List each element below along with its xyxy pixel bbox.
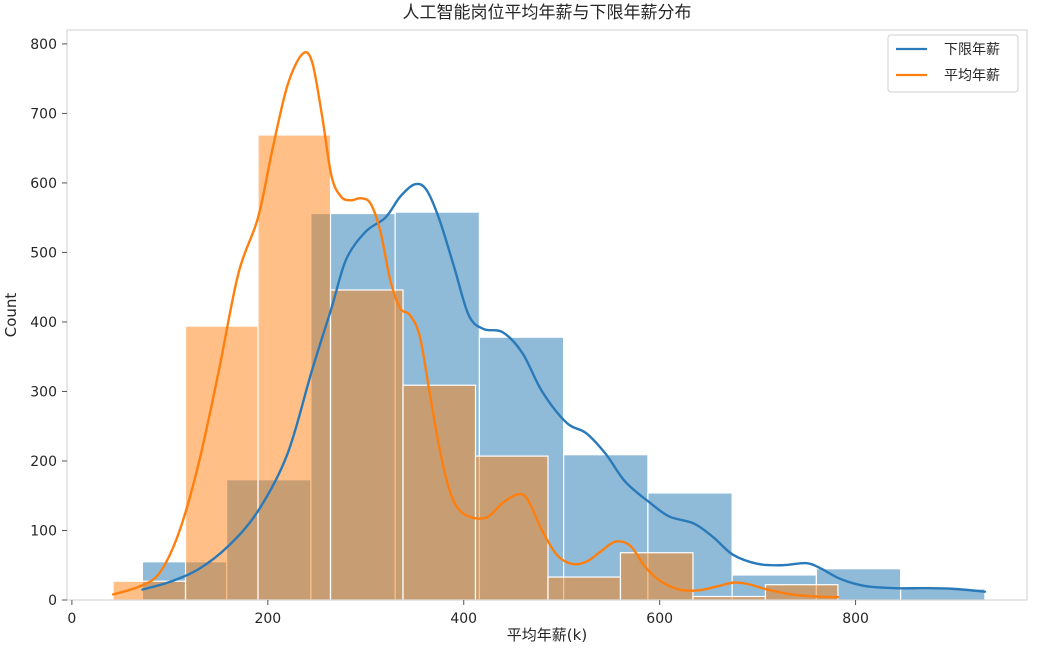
y-tick-label: 0: [48, 593, 57, 609]
legend-label-average: 平均年薪: [944, 68, 1000, 84]
y-axis-ticks: 0 100 200 300 400 500 600 700 800: [30, 37, 67, 609]
kde-line-average: [111, 50, 840, 599]
y-axis-label: Count: [2, 293, 20, 338]
y-tick-label: 700: [30, 106, 57, 122]
bar-average-7: [619, 552, 694, 601]
bar-average-6: [547, 576, 622, 601]
plot-frame: [66, 29, 1028, 601]
y-tick-label: 400: [30, 315, 57, 331]
bars-layer: [112, 134, 986, 601]
x-axis-ticks: 0 200 400 600 800: [67, 600, 869, 627]
kde-lines-layer: [111, 50, 987, 599]
chart-title: 人工智能岗位平均年薪与下限年薪分布: [403, 3, 692, 23]
bar-average-8: [692, 595, 767, 601]
x-tick-label: 0: [67, 611, 76, 627]
bar-average-2: [257, 134, 332, 601]
x-tick-label: 200: [254, 611, 281, 627]
y-tick-label: 200: [30, 454, 57, 470]
x-tick-label: 600: [646, 611, 673, 627]
y-tick-label: 300: [30, 384, 57, 400]
bar-average-4: [402, 384, 477, 601]
x-tick-label: 400: [450, 611, 477, 627]
y-tick-label: 600: [30, 176, 57, 192]
legend-label-lower: 下限年薪: [944, 42, 1000, 58]
y-tick-label: 500: [30, 245, 57, 261]
kde-line-lower: [141, 182, 987, 593]
y-tick-label: 800: [30, 37, 57, 53]
bar-average-1: [184, 325, 259, 601]
bar-average-3: [329, 289, 404, 601]
x-tick-label: 800: [842, 611, 869, 627]
bar-average-5: [474, 455, 549, 601]
legend: 下限年薪 平均年薪: [887, 34, 1019, 93]
x-axis-label: 平均年薪(k): [507, 626, 587, 644]
y-tick-label: 100: [30, 523, 57, 539]
